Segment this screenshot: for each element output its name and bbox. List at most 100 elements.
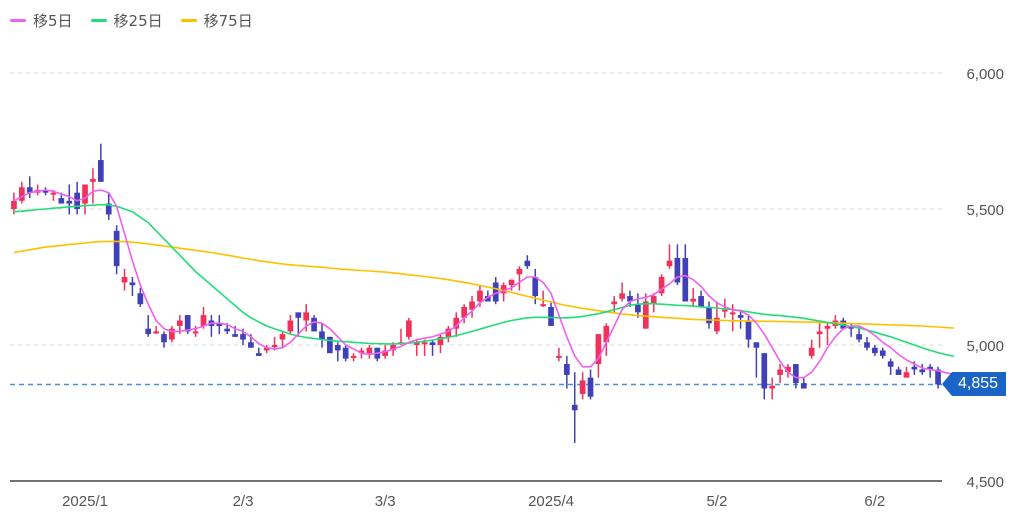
candle[interactable] — [824, 323, 831, 345]
candle[interactable] — [658, 274, 665, 297]
candle[interactable] — [200, 306, 207, 329]
candle[interactable] — [279, 331, 286, 348]
candle[interactable] — [793, 364, 799, 389]
candle[interactable] — [374, 347, 381, 362]
candle[interactable] — [690, 287, 697, 307]
candle[interactable] — [761, 353, 768, 400]
candle[interactable] — [216, 315, 223, 335]
candle[interactable] — [879, 347, 886, 359]
candle[interactable] — [777, 364, 783, 384]
candle[interactable] — [729, 304, 736, 332]
candle[interactable] — [82, 184, 88, 215]
candle[interactable] — [642, 293, 649, 329]
candle[interactable] — [287, 315, 294, 335]
candle[interactable] — [153, 325, 159, 335]
candle[interactable] — [90, 168, 96, 204]
candle[interactable] — [927, 364, 933, 378]
candle[interactable] — [682, 244, 689, 302]
candle[interactable] — [145, 315, 152, 337]
candle[interactable] — [919, 364, 926, 375]
candle[interactable] — [745, 315, 752, 348]
candle[interactable] — [366, 345, 373, 359]
candle[interactable] — [706, 301, 712, 329]
candle[interactable] — [421, 339, 428, 356]
candle[interactable] — [34, 184, 41, 196]
candle[interactable] — [698, 290, 704, 307]
candle[interactable] — [603, 323, 610, 356]
candle[interactable] — [832, 315, 839, 329]
legend-item-ma25[interactable]: 移25日 — [90, 10, 163, 31]
candle[interactable] — [524, 255, 531, 269]
candle[interactable] — [872, 345, 878, 356]
candle[interactable] — [808, 339, 815, 359]
candle[interactable] — [232, 325, 238, 337]
candle[interactable] — [627, 290, 633, 307]
candle[interactable] — [271, 336, 278, 351]
candle[interactable] — [406, 317, 412, 340]
candle[interactable] — [556, 347, 562, 362]
candle[interactable] — [461, 304, 467, 324]
candle[interactable] — [105, 192, 112, 220]
candle[interactable] — [887, 358, 894, 375]
candle[interactable] — [327, 336, 333, 354]
candle[interactable] — [445, 325, 452, 343]
candle[interactable] — [714, 301, 720, 335]
candle[interactable] — [429, 339, 436, 356]
candle[interactable] — [485, 290, 491, 302]
candle[interactable] — [903, 366, 910, 378]
candle[interactable] — [453, 312, 460, 337]
candle[interactable] — [11, 192, 17, 215]
candle[interactable] — [548, 301, 554, 326]
candle[interactable] — [635, 293, 641, 318]
candle[interactable] — [255, 347, 262, 356]
candle[interactable] — [66, 184, 73, 215]
candle[interactable] — [769, 377, 776, 400]
candle[interactable] — [169, 325, 175, 343]
candle[interactable] — [26, 176, 33, 199]
candle[interactable] — [516, 266, 523, 291]
candle[interactable] — [192, 325, 199, 337]
candle[interactable] — [74, 181, 80, 215]
candle[interactable] — [500, 282, 507, 302]
candle[interactable] — [295, 312, 302, 337]
candle[interactable] — [129, 277, 136, 297]
candle[interactable] — [469, 296, 475, 318]
candle[interactable] — [508, 279, 515, 291]
candle[interactable] — [342, 345, 349, 362]
candle[interactable] — [895, 366, 902, 375]
candle[interactable] — [350, 353, 357, 362]
candle[interactable] — [97, 143, 104, 182]
candle[interactable] — [437, 334, 444, 354]
candle[interactable] — [42, 187, 49, 196]
candle[interactable] — [816, 323, 823, 348]
candle[interactable] — [753, 342, 760, 378]
candle[interactable] — [121, 268, 128, 291]
candle[interactable] — [184, 315, 191, 335]
candle[interactable] — [563, 355, 570, 389]
candle[interactable] — [311, 315, 317, 332]
candle[interactable] — [619, 282, 625, 302]
legend-item-ma75[interactable]: 移75日 — [180, 10, 253, 31]
candle[interactable] — [161, 331, 167, 348]
candle[interactable] — [263, 345, 270, 354]
candle[interactable] — [334, 342, 341, 362]
candle[interactable] — [208, 315, 215, 337]
candle[interactable] — [319, 323, 325, 348]
candle[interactable] — [492, 277, 499, 305]
candle[interactable] — [579, 372, 586, 400]
candle[interactable] — [650, 293, 657, 313]
candle[interactable] — [587, 369, 594, 400]
candle[interactable] — [864, 336, 870, 351]
candle[interactable] — [800, 377, 807, 389]
legend-item-ma5[interactable]: 移5日 — [10, 10, 73, 31]
candle[interactable] — [113, 225, 120, 275]
candle[interactable] — [737, 309, 744, 329]
candle[interactable] — [666, 244, 673, 269]
candle[interactable] — [540, 290, 546, 307]
candle[interactable] — [19, 181, 25, 204]
candle[interactable] — [571, 372, 578, 443]
candle[interactable] — [674, 244, 681, 286]
candle[interactable] — [398, 328, 404, 345]
candle[interactable] — [137, 287, 144, 307]
